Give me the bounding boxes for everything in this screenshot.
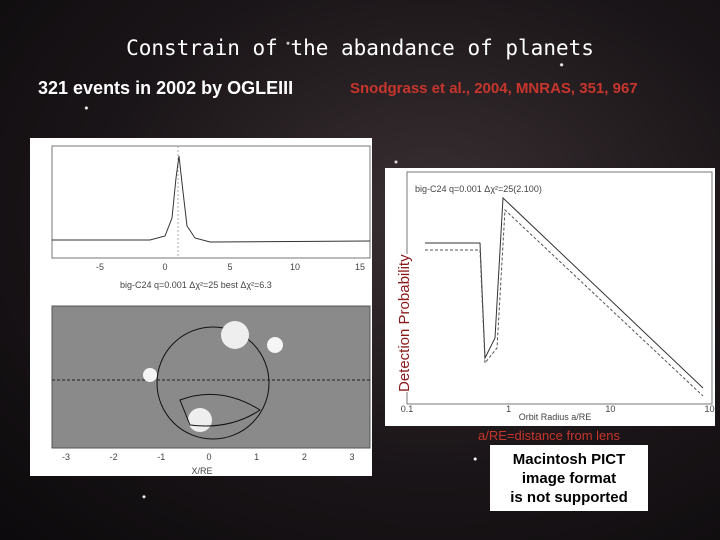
- x-label: X/RE: [191, 466, 212, 476]
- x-tick-label: -1: [157, 452, 165, 462]
- x-tick-label: -2: [110, 452, 118, 462]
- reference: Snodgrass et al., 2004, MNRAS, 351, 967: [350, 80, 638, 97]
- probability-image: big-C24 q=0.001 Δχ²=25(2.100) 0.1110100 …: [385, 168, 715, 426]
- caption: big-C24 q=0.001 Δχ²=25 best Δχ²=6.3: [120, 280, 272, 290]
- placeholder-line: is not supported: [510, 489, 628, 506]
- x-tick-label: 3: [349, 452, 354, 462]
- x-tick-label: 1: [254, 452, 259, 462]
- x-note: a/RE=distance from lens: [478, 428, 620, 443]
- pict-placeholder: Macintosh PICT image format is not suppo…: [490, 445, 648, 511]
- x-tick-label: 0: [162, 262, 167, 272]
- placeholder-line: image format: [521, 470, 617, 487]
- x-tick-label: 100: [704, 404, 715, 414]
- x-tick-label: -5: [96, 262, 104, 272]
- x-tick-label: 0: [206, 452, 211, 462]
- caustic-image: -3 -2 -1 0 1 2 3 X/RE: [30, 300, 372, 476]
- x-tick-label: -3: [62, 452, 70, 462]
- lightcurve-image: -5 0 5 10 15 big-C24 q=0.001 Δχ²=25 best Δχ²…: [30, 138, 372, 300]
- x-tick-label: 1: [506, 404, 511, 414]
- x-tick-label: 2: [302, 452, 307, 462]
- x-tick-label: 15: [355, 262, 365, 272]
- placeholder-line: Macintosh PICT: [512, 451, 626, 468]
- subtitle: 321 events in 2002 by OGLEIII: [38, 78, 294, 98]
- x-tick-label: 10: [605, 404, 615, 414]
- x-tick-label: 5: [227, 262, 232, 272]
- x-label: Orbit Radius a/RE: [519, 412, 592, 422]
- x-tick-label: 0.1: [401, 404, 414, 414]
- title: Constrain of the abandance of planets: [126, 36, 594, 60]
- caption: big-C24 q=0.001 Δχ²=25(2.100): [415, 184, 542, 194]
- x-tick-label: 10: [290, 262, 300, 272]
- y-label: Detection Probability: [396, 254, 413, 392]
